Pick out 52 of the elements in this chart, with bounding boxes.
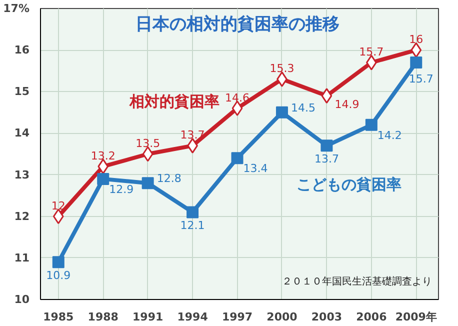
y-tick-label: 10 bbox=[14, 293, 30, 306]
y-tick-label: 15 bbox=[14, 85, 30, 98]
data-label: 12.9 bbox=[109, 182, 134, 196]
y-tick-label: 11 bbox=[14, 251, 30, 264]
data-label: 12 bbox=[51, 199, 66, 212]
point bbox=[365, 118, 378, 131]
point bbox=[142, 146, 154, 162]
y-tick-label: 17% bbox=[3, 2, 30, 15]
x-tick-label: 2006 bbox=[356, 310, 388, 324]
data-label: 16 bbox=[409, 33, 424, 46]
x-tick-label: 1988 bbox=[88, 310, 118, 324]
data-label: 10.9 bbox=[46, 269, 71, 282]
point bbox=[97, 172, 110, 185]
data-label: 15.3 bbox=[270, 62, 294, 76]
x-tick-label: 2003 bbox=[311, 310, 342, 324]
y-tick-label: 16 bbox=[14, 44, 30, 57]
series-label: 相対的貧困率 bbox=[128, 92, 220, 110]
text: こどもの貧困率 bbox=[296, 175, 402, 194]
y-tick-label: 14 bbox=[14, 126, 30, 140]
point bbox=[98, 158, 109, 174]
point bbox=[186, 206, 199, 218]
point bbox=[52, 256, 64, 268]
point bbox=[410, 56, 422, 69]
x-tick-label: 2009年 bbox=[395, 310, 437, 324]
data-label: 14.9 bbox=[334, 98, 360, 111]
data-label: 15.7 bbox=[408, 72, 434, 86]
data-label: 14.2 bbox=[377, 128, 402, 142]
point bbox=[320, 140, 333, 152]
point bbox=[142, 177, 154, 190]
x-tick-label: 1985 bbox=[43, 310, 74, 324]
data-label: 13.7 bbox=[314, 152, 339, 166]
data-label: 12.8 bbox=[156, 172, 182, 186]
x-tick-label: 1991 bbox=[132, 310, 164, 324]
annotation: ２０１０年国民生活基礎調査より bbox=[282, 276, 432, 288]
data-label: 15.7 bbox=[359, 46, 384, 59]
point bbox=[231, 152, 244, 164]
x-tick-label: 2000 bbox=[266, 310, 298, 324]
data-label: 12.1 bbox=[180, 219, 205, 232]
point bbox=[321, 88, 332, 104]
point bbox=[276, 106, 288, 118]
y-tick-label: 13 bbox=[14, 168, 30, 182]
y-tick-label: 12 bbox=[14, 210, 30, 223]
data-label: 13.2 bbox=[90, 149, 116, 162]
point bbox=[410, 42, 422, 58]
chart-title: 日本の相対的貧困率の推移 bbox=[135, 14, 340, 34]
x-tick-label: 1997 bbox=[222, 310, 253, 324]
x-tick-label: 1994 bbox=[177, 310, 208, 324]
point bbox=[232, 100, 243, 116]
data-label: 13.5 bbox=[136, 137, 160, 150]
data-label: 13.4 bbox=[243, 162, 268, 176]
point bbox=[52, 208, 64, 224]
data-label: 14.5 bbox=[290, 101, 316, 114]
